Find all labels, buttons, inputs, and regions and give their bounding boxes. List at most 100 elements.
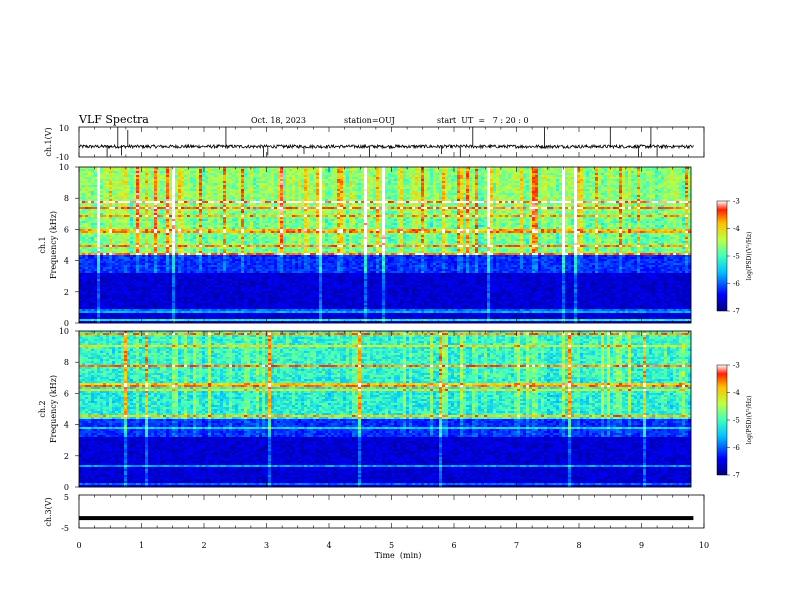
spectrogram-cell [130,235,133,237]
spectrogram-cell [199,255,202,257]
spectrogram-cell [238,221,241,223]
spectrogram-cell [235,219,238,221]
spectrogram-cell [232,313,235,315]
spectrogram-cell [82,211,85,213]
spectrogram-cell [184,313,187,315]
spectrogram-cell [199,215,202,217]
spectrogram-cell [130,227,133,229]
spectrogram-cell [151,265,154,267]
spectrogram-cell [259,195,262,197]
spectrogram-cell [124,299,127,301]
spectrogram-cell [190,285,193,287]
spectrogram-cell [169,229,172,231]
spectrogram-cell [109,241,112,243]
spectrogram-cell [238,291,241,293]
spectrogram-cell [115,251,118,253]
spectrogram-cell [199,211,202,213]
spectrogram-cell [232,223,235,225]
spectrogram-cell [169,277,172,279]
spectrogram-cell [160,261,163,263]
spectrogram-cell [79,261,82,263]
spectrogram-cell [169,313,172,315]
spectrogram-cell [136,213,139,215]
spectrogram-cell [91,319,94,321]
spectrogram-cell [253,263,256,265]
spectrogram-cell [142,313,145,315]
spectrogram-cell [253,187,256,189]
spectrogram-cell [124,233,127,235]
spectrogram-cell [250,273,253,275]
spectrogram-cell [154,183,157,185]
spectrogram-cell [208,269,211,271]
spectrogram-cell [133,291,136,293]
spectrogram-cell [253,301,256,303]
spectrogram-cell [166,283,169,285]
spectrogram-cell [184,219,187,221]
spectrogram-cell [154,205,157,207]
spectrogram-cell [103,177,106,179]
spectrogram-cell [88,179,91,181]
spectrogram-cell [82,177,85,179]
spectrogram-cell [163,233,166,235]
spectrogram-cell [244,197,247,199]
spectrogram-cell [253,195,256,197]
spectrogram-cell [229,319,232,321]
spectrogram-cell [241,259,244,261]
spectrogram-cell [247,299,250,301]
spectrogram-cell [229,201,232,203]
spectrogram-cell [151,229,154,231]
spectrogram-cell [145,283,148,285]
spectrogram-cell [163,257,166,259]
spectrogram-cell [199,237,202,239]
spectrogram-cell [256,267,259,269]
spectrogram-cell [220,315,223,317]
spectrogram-cell [184,275,187,277]
spectrogram-cell [160,295,163,297]
spectrogram-cell [208,177,211,179]
spectrogram-cell [175,317,178,319]
spectrogram-cell [97,311,100,313]
spectrogram-cell [250,205,253,207]
spectrogram-cell [82,263,85,265]
spectrogram-cell [94,293,97,295]
spectrogram-cell [232,235,235,237]
spectrogram-cell [124,209,127,211]
spectrogram-cell [214,221,217,223]
spectrogram-cell [127,207,130,209]
spectrogram-cell [253,175,256,177]
spectrogram-cell [256,215,259,217]
spectrogram-cell [145,285,148,287]
spectrogram-cell [247,309,250,311]
spectrogram-cell [202,203,205,205]
spectrogram-cell [91,201,94,203]
spectrogram-cell [124,287,127,289]
spectrogram-cell [178,307,181,309]
spectrogram-cell [91,227,94,229]
spectrogram-cell [157,195,160,197]
spectrogram-cell [139,267,142,269]
spectrogram-cell [235,301,238,303]
spectrogram-cell [217,201,220,203]
spectrogram-cell [106,183,109,185]
spectrogram-cell [133,207,136,209]
spectrogram-cell [82,309,85,311]
spectrogram-cell [226,233,229,235]
spectrogram-cell [199,231,202,233]
spectrogram-cell [223,289,226,291]
spectrogram-cell [79,187,82,189]
spectrogram-cell [124,219,127,221]
spectrogram-cell [106,185,109,187]
spectrogram-cell [88,293,91,295]
spectrogram-cell [241,171,244,173]
spectrogram-cell [220,263,223,265]
spectrogram-cell [205,265,208,267]
spectrogram-cell [127,235,130,237]
spectrogram-cell [145,201,148,203]
spectrogram-cell [238,173,241,175]
spectrogram-cell [265,275,268,277]
spectrogram-cell [121,255,124,257]
spectrogram-cell [106,293,109,295]
spectrogram-cell [169,269,172,271]
spectrogram-cell [253,229,256,231]
spectrogram-cell [241,305,244,307]
